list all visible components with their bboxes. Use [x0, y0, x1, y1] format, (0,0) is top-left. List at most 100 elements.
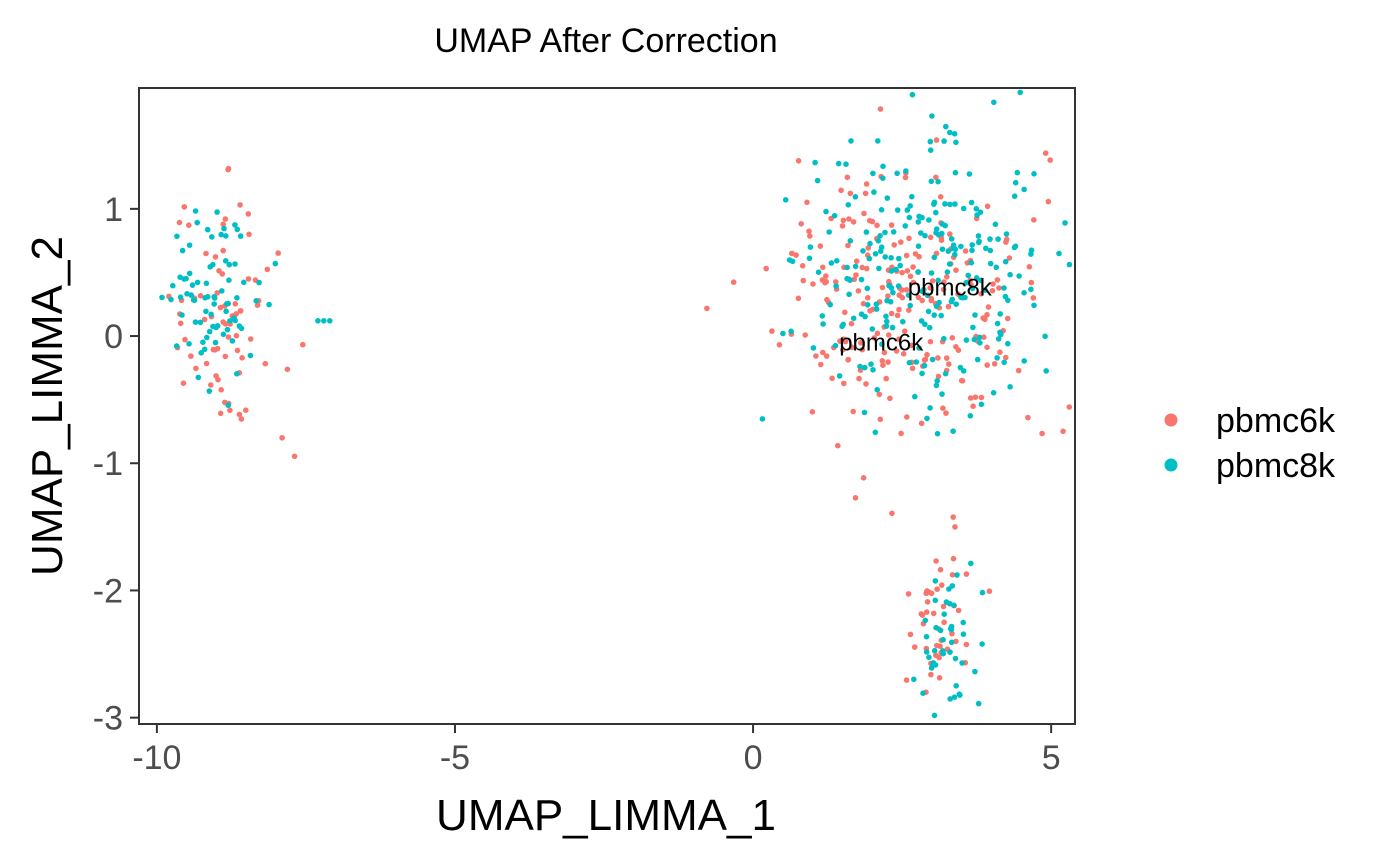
scatter-point-pbmc8k	[224, 326, 231, 333]
scatter-point-pbmc6k	[810, 281, 816, 287]
scatter-point-pbmc6k	[935, 355, 941, 361]
scatter-point-pbmc6k	[247, 336, 254, 342]
scatter-point-pbmc8k	[847, 238, 854, 244]
scatter-point-pbmc6k	[245, 276, 252, 282]
scatter-point-pbmc6k	[871, 335, 878, 341]
scatter-point-pbmc6k	[233, 332, 240, 339]
scatter-point-pbmc8k	[931, 254, 938, 261]
scatter-point-pbmc8k	[786, 257, 793, 263]
scatter-point-pbmc8k	[932, 578, 939, 584]
x-tick-label: 5	[1042, 739, 1061, 777]
scatter-point-pbmc8k	[872, 429, 879, 436]
scatter-point-pbmc6k	[275, 250, 282, 256]
scatter-point-pbmc6k	[833, 279, 839, 285]
scatter-point-pbmc8k	[902, 223, 908, 229]
scatter-point-pbmc6k	[860, 300, 867, 307]
scatter-point-pbmc8k	[203, 308, 209, 315]
scatter-point-pbmc8k	[852, 263, 859, 270]
scatter-point-pbmc8k	[890, 289, 896, 296]
scatter-point-pbmc8k	[897, 262, 903, 269]
scatter-point-pbmc6k	[730, 279, 737, 286]
scatter-point-pbmc8k	[207, 264, 213, 270]
scatter-point-pbmc8k	[929, 356, 936, 363]
scatter-point-pbmc8k	[229, 338, 236, 344]
scatter-point-pbmc8k	[225, 300, 231, 307]
scatter-point-pbmc8k	[843, 161, 849, 167]
scatter-point-pbmc8k	[159, 294, 165, 301]
scatter-point-pbmc6k	[219, 271, 226, 277]
scatter-point-pbmc8k	[234, 371, 240, 377]
scatter-point-pbmc6k	[934, 586, 940, 592]
scatter-point-pbmc8k	[966, 171, 973, 177]
scatter-point-pbmc8k	[956, 691, 963, 697]
scatter-point-pbmc8k	[896, 255, 902, 262]
scatter-point-pbmc6k	[1004, 315, 1011, 322]
scatter-point-pbmc8k	[948, 298, 955, 305]
y-tick-label: 1	[104, 191, 123, 229]
scatter-point-pbmc8k	[967, 413, 974, 419]
scatter-point-pbmc8k	[226, 277, 232, 284]
scatter-point-pbmc6k	[984, 203, 991, 210]
scatter-point-pbmc6k	[877, 416, 884, 423]
scatter-point-pbmc8k	[976, 334, 983, 341]
scatter-point-pbmc8k	[903, 168, 909, 174]
scatter-point-pbmc8k	[926, 654, 932, 661]
scatter-point-pbmc6k	[908, 342, 915, 349]
scatter-point-pbmc6k	[817, 243, 824, 249]
scatter-point-pbmc6k	[893, 348, 900, 354]
scatter-point-pbmc8k	[815, 269, 822, 276]
scatter-point-pbmc8k	[780, 330, 786, 337]
scatter-point-pbmc6k	[853, 272, 859, 278]
scatter-point-pbmc8k	[219, 288, 225, 294]
scatter-point-pbmc6k	[823, 353, 830, 359]
scatter-point-pbmc6k	[1039, 430, 1045, 437]
scatter-point-pbmc8k	[965, 272, 971, 279]
scatter-point-pbmc8k	[234, 226, 241, 233]
scatter-point-pbmc8k	[937, 627, 944, 634]
scatter-point-pbmc6k	[862, 190, 869, 197]
scatter-point-pbmc8k	[1011, 193, 1018, 199]
scatter-point-pbmc6k	[1015, 367, 1022, 374]
scatter-point-pbmc8k	[942, 370, 949, 377]
legend-label-pbmc6k: pbmc6k	[1216, 402, 1336, 440]
scatter-point-pbmc6k	[929, 278, 936, 284]
scatter-point-pbmc8k	[968, 560, 974, 567]
scatter-point-pbmc8k	[1014, 169, 1021, 176]
scatter-point-pbmc8k	[882, 229, 888, 236]
scatter-point-pbmc6k	[798, 221, 804, 227]
scatter-point-pbmc8k	[994, 320, 1001, 327]
scatter-point-pbmc6k	[855, 288, 862, 294]
scatter-point-pbmc8k	[906, 214, 913, 221]
scatter-point-pbmc6k	[865, 295, 871, 301]
scatter-point-pbmc6k	[990, 281, 996, 287]
scatter-point-pbmc6k	[906, 235, 912, 242]
scatter-point-pbmc6k	[963, 571, 970, 577]
scatter-point-pbmc8k	[868, 361, 874, 368]
scatter-point-pbmc8k	[192, 319, 199, 325]
scatter-point-pbmc6k	[924, 599, 931, 605]
scatter-point-pbmc8k	[819, 313, 826, 319]
scatter-point-pbmc8k	[907, 302, 913, 309]
scatter-point-pbmc8k	[950, 428, 956, 435]
legend: pbmc6k pbmc8k	[1164, 402, 1336, 485]
scatter-point-pbmc8k	[1028, 251, 1034, 257]
scatter-point-pbmc8k	[1017, 89, 1023, 96]
scatter-point-pbmc8k	[995, 336, 1002, 342]
scatter-point-pbmc6k	[940, 405, 946, 412]
scatter-point-pbmc8k	[220, 331, 227, 338]
scatter-point-pbmc6k	[911, 644, 918, 650]
scatter-point-pbmc8k	[872, 251, 879, 257]
scatter-point-pbmc6k	[233, 311, 240, 317]
scatter-point-pbmc8k	[1056, 250, 1062, 257]
scatter-point-pbmc8k	[835, 160, 842, 167]
scatter-point-pbmc8k	[919, 370, 925, 377]
scatter-point-pbmc8k	[927, 405, 933, 411]
scatter-point-pbmc8k	[1011, 244, 1018, 251]
scatter-point-pbmc8k	[315, 318, 321, 324]
scatter-point-pbmc6k	[806, 228, 812, 234]
scatter-point-pbmc6k	[944, 274, 950, 280]
scatter-point-pbmc6k	[894, 312, 901, 319]
scatter-point-pbmc8k	[951, 694, 958, 700]
scatter-point-pbmc8k	[915, 269, 921, 275]
